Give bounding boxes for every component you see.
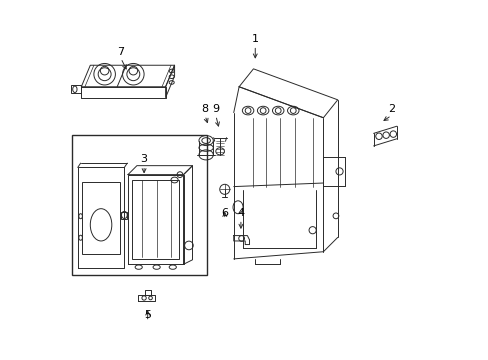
Bar [132,180,179,259]
Text: 4: 4 [237,208,244,218]
Bar [71,85,81,93]
Bar [72,135,206,275]
Text: 7: 7 [117,47,124,57]
Text: 9: 9 [212,104,219,114]
Text: 6: 6 [221,208,228,218]
Bar [121,212,127,220]
Text: 3: 3 [141,154,147,164]
Text: 8: 8 [201,104,208,114]
Text: 5: 5 [144,310,151,320]
Text: 2: 2 [387,104,394,114]
Text: 1: 1 [251,34,258,44]
Bar [82,182,120,253]
